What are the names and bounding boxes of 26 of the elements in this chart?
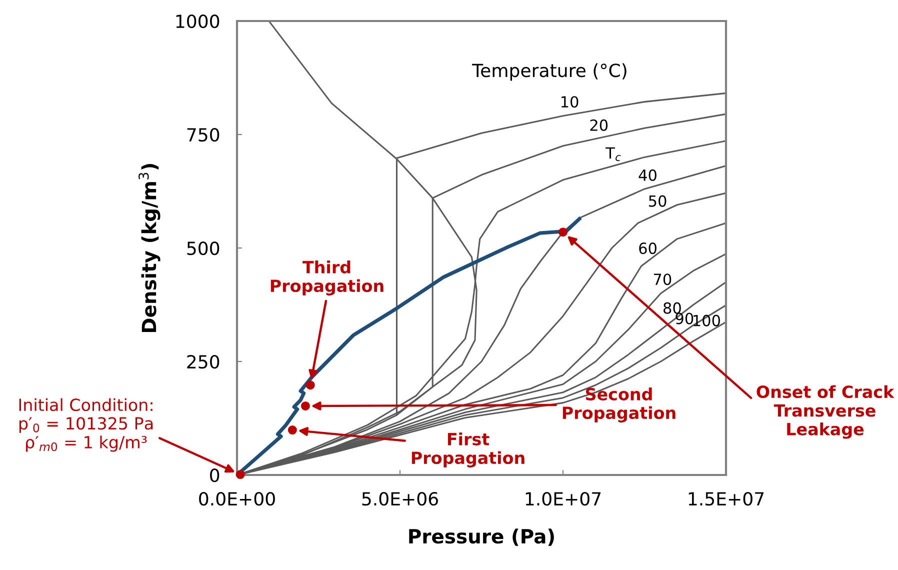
annotation: Second Propagation xyxy=(562,388,676,422)
x-axis-title: Pressure (Pa) xyxy=(409,528,554,546)
x-tick-label: 5.0E+06 xyxy=(362,492,438,506)
y-tick-label: 1000 xyxy=(176,14,220,28)
series-label: T$_{c}$ xyxy=(606,147,621,162)
annotation: First Propagation xyxy=(412,432,524,468)
annotation: Third Propagation xyxy=(270,260,384,296)
series-label: 70 xyxy=(654,274,672,286)
y-axis-title: Density (kg/m$^{3}$) xyxy=(138,164,160,332)
x-tick-label: 1.0E+07 xyxy=(526,492,601,506)
y-tick-label: 500 xyxy=(187,241,220,256)
series-label: 20 xyxy=(590,119,608,131)
annotation: Onset of Crack Transverse Leakage xyxy=(756,385,894,439)
x-tick-label: 0.0E+00 xyxy=(199,492,275,506)
x-tick-label: 1.5E+07 xyxy=(688,492,764,506)
series-label: 40 xyxy=(638,169,656,181)
series-label: 80 xyxy=(664,302,681,314)
y-tick-label: 0 xyxy=(210,468,220,482)
y-tick-label: 750 xyxy=(187,128,220,142)
y-tick-label: 250 xyxy=(187,354,220,369)
series-label: 60 xyxy=(639,242,656,254)
series-label: 50 xyxy=(649,195,666,207)
series-label: 90 xyxy=(676,312,694,324)
series-label: 10 xyxy=(561,96,578,108)
annotation: Temperature (°C) xyxy=(472,63,626,81)
annotation: Initial Condition: p′$_{0}$ = 101325 Pa ρ′$_{m0}$ = 1 kg/m³ xyxy=(19,398,153,452)
